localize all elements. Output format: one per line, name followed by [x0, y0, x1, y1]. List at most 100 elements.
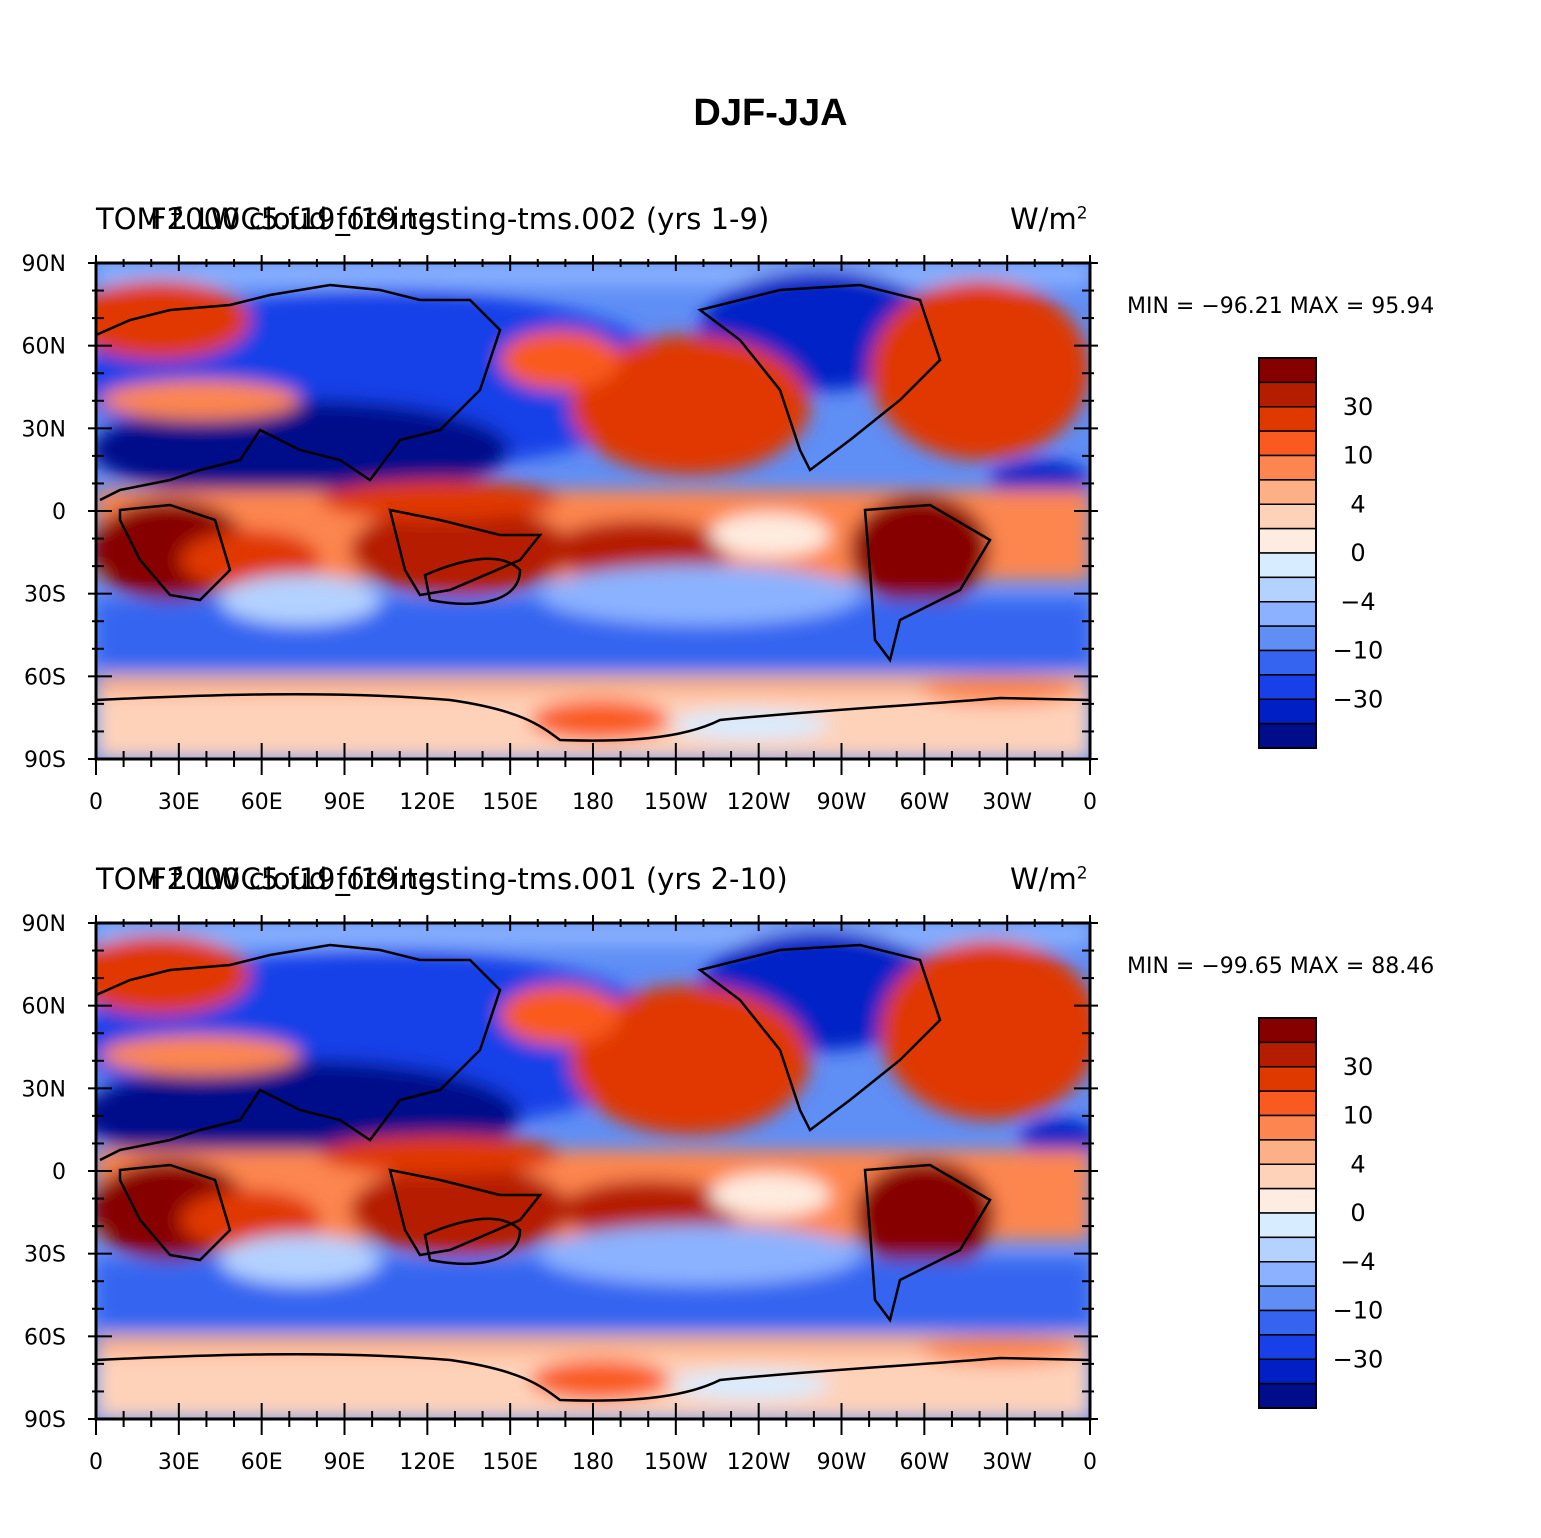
lat-label: 30S: [24, 583, 66, 608]
colorbar-swatch: [1258, 625, 1317, 652]
colorbar-swatch: [1258, 722, 1317, 749]
lon-label: 90W: [817, 1450, 867, 1475]
panel-1-case: F2000C5.f19_f19.testing-tms.002 (yrs 1-9…: [150, 202, 770, 236]
colorbar-swatch: [1258, 1334, 1317, 1360]
panel-1-variable: TOM f. LW cloud forcing: [96, 202, 437, 236]
colorbar-swatch: [1258, 503, 1317, 530]
lat-label: 90S: [24, 748, 66, 773]
colorbar-frame: [1258, 1017, 1317, 1409]
panel-1-colorbar: 30 10 4 0 −4 −10 −30: [1258, 357, 1384, 749]
panel-2-variable: TOM f. LW cloud forcing: [96, 862, 437, 896]
colorbar-swatch: [1258, 601, 1317, 627]
lon-label: 30W: [982, 1450, 1032, 1475]
colorbar-swatch: [1258, 1382, 1317, 1409]
panel-2-coastlines: [96, 943, 1090, 1402]
lat-label: 90N: [22, 912, 66, 937]
panel-2-units: W/m2: [1010, 862, 1088, 896]
lon-label: 60E: [241, 1450, 283, 1475]
colorbar-swatch: [1258, 527, 1317, 554]
lon-label: 0: [89, 790, 103, 815]
colorbar-swatch: [1258, 406, 1317, 432]
map-panel-2: TOM f. LW cloud forcing F2000C5.f19_f19.…: [0, 850, 1541, 1490]
panel-2-axis-labels: 90N 60N 30N 0 30S 60S 90S 0 30E 60E 90E 120E 150E 180…: [22, 912, 1097, 1475]
lon-label: 60W: [899, 1450, 949, 1475]
colorbar-label: −4: [1340, 588, 1375, 616]
panel-1-contour-field: [96, 263, 1090, 759]
colorbar-label: 10: [1343, 1102, 1374, 1130]
colorbar-swatch: [1258, 1187, 1317, 1214]
lon-label: 120E: [399, 790, 455, 815]
colorbar-swatch: [1258, 576, 1317, 603]
colorbar-swatch: [1258, 479, 1317, 505]
panel-2-axis-ticks: [88, 915, 1098, 1435]
colorbar-swatch: [1258, 1090, 1317, 1117]
lat-label: 60S: [24, 665, 66, 690]
colorbar-swatch: [1258, 1017, 1317, 1044]
lat-label: 30N: [22, 417, 66, 442]
colorbar-swatch: [1258, 430, 1317, 457]
colorbar-label: −4: [1340, 1248, 1375, 1276]
colorbar-swatch: [1258, 1212, 1317, 1239]
colorbar-swatch: [1258, 552, 1317, 579]
panel-1-coastlines: [96, 283, 1090, 742]
lon-label: 150W: [644, 1450, 708, 1475]
colorbar-label: 0: [1350, 539, 1365, 567]
colorbar-swatch: [1258, 1261, 1317, 1287]
colorbar-frame: [1258, 357, 1317, 749]
colorbar-swatch: [1258, 1114, 1317, 1141]
map-panel-1: TOM f. LW cloud forcing F2000C5.f19_f19.…: [0, 190, 1541, 830]
colorbar-swatch: [1258, 454, 1317, 481]
colorbar-swatch: [1258, 1285, 1317, 1312]
lon-label: 30W: [982, 790, 1032, 815]
lat-label: 60N: [22, 335, 66, 360]
lat-label: 30S: [24, 1243, 66, 1268]
lon-label: 150E: [482, 790, 538, 815]
lon-label: 120W: [727, 1450, 791, 1475]
panel-1-axis-ticks: [88, 255, 1098, 775]
lon-label: 90E: [324, 1450, 366, 1475]
panel-2-colorbar: 30 10 4 0 −4 −10 −30: [1258, 1017, 1384, 1409]
panel-2-svg: 90N 60N 30N 0 30S 60S 90S 0 30E 60E 90E 120E 150E 180…: [22, 912, 1384, 1475]
colorbar-label: −10: [1333, 637, 1384, 665]
lon-label: 0: [89, 1450, 103, 1475]
panel-1-axis-labels: 90N 60N 30N 0 30S 60S 90S 0 30E 60E 90E 120E 150E 180…: [22, 252, 1097, 815]
colorbar-swatch: [1258, 1309, 1317, 1336]
lat-label: 60S: [24, 1325, 66, 1350]
lon-label: 60W: [899, 790, 949, 815]
lon-label: 30E: [158, 790, 200, 815]
colorbar-label: 30: [1343, 1053, 1374, 1081]
lat-label: 90N: [22, 252, 66, 277]
lon-label: 180: [572, 790, 614, 815]
colorbar-label: 0: [1350, 1199, 1365, 1227]
colorbar-label: −10: [1333, 1297, 1384, 1325]
colorbar-label: 4: [1350, 490, 1365, 518]
panel-1-units: W/m2: [1010, 202, 1088, 236]
panel-1-svg: 90N 60N 30N 0 30S 60S 90S 0 30E 60E 90E 120E 150E 180…: [22, 252, 1384, 815]
lon-label: 180: [572, 1450, 614, 1475]
colorbar-swatch: [1258, 1163, 1317, 1190]
lon-label: 0: [1083, 790, 1097, 815]
panel-2-contour-field: [96, 923, 1090, 1419]
lon-label: 90E: [324, 790, 366, 815]
colorbar-swatch: [1258, 1139, 1317, 1165]
lat-label: 60N: [22, 995, 66, 1020]
colorbar-swatch: [1258, 1358, 1317, 1385]
colorbar-swatch: [1258, 357, 1317, 384]
colorbar-label: −30: [1333, 685, 1384, 713]
lon-label: 30E: [158, 1450, 200, 1475]
colorbar-swatch: [1258, 1041, 1317, 1068]
colorbar-swatch: [1258, 649, 1317, 676]
colorbar-label: 4: [1350, 1150, 1365, 1178]
colorbar-swatch: [1258, 1236, 1317, 1263]
colorbar-label: 10: [1343, 442, 1374, 470]
colorbar-label: 30: [1343, 393, 1374, 421]
colorbar-swatch: [1258, 698, 1317, 725]
lat-label: 0: [52, 1160, 66, 1185]
lat-label: 0: [52, 500, 66, 525]
lat-label: 30N: [22, 1077, 66, 1102]
panel-2-min-max: MIN = −99.65 MAX = 88.46: [1127, 954, 1435, 979]
lon-label: 60E: [241, 790, 283, 815]
lon-label: 150E: [482, 1450, 538, 1475]
colorbar-swatch: [1258, 1066, 1317, 1092]
panel-2-case: F2000C5.f19_f19.testing-tms.001 (yrs 2-1…: [150, 862, 788, 896]
